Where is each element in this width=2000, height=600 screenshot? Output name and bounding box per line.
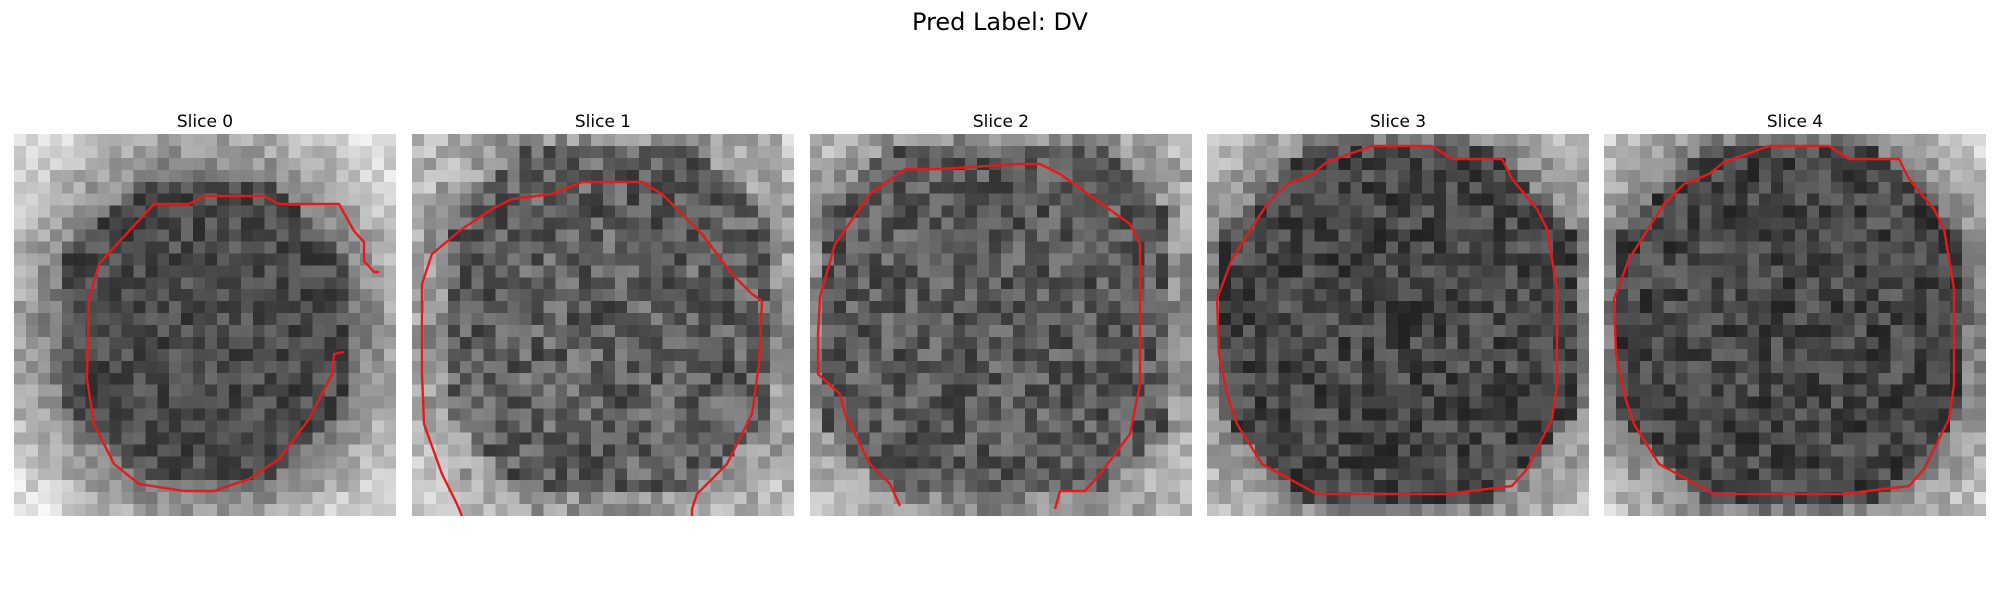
slice-panel-4: Slice 4 [1604,112,1986,516]
segmentation-contour [420,284,464,516]
segmentation-contour [1215,144,1559,496]
segmentation-contour [818,162,1142,510]
pixel-grid [1207,134,1589,516]
pixel-grid [1604,134,1986,516]
slice-panel-3: Slice 3 [1207,112,1589,516]
slice-title: Slice 3 [1369,112,1427,132]
slice-image-0 [14,134,396,516]
pixel-grid [14,134,396,516]
segmentation-contour [85,194,379,493]
slice-title: Slice 0 [176,112,234,132]
slice-title: Slice 2 [972,112,1030,132]
segmentation-contour [690,300,764,516]
segmentation-contour [420,180,763,302]
slice-panel-2: Slice 2 [810,112,1192,516]
slice-image-2 [810,134,1192,516]
figure-title: Pred Label: DV [912,8,1088,36]
slice-image-1 [412,134,794,516]
slice-image-4 [1604,134,1986,516]
slice-title: Slice 1 [574,112,632,132]
slice-image-3 [1207,134,1589,516]
slice-panel-1: Slice 1 [412,112,794,516]
slice-title: Slice 4 [1766,112,1824,132]
segmentation-contour [1612,144,1956,496]
pixel-grid [412,134,794,516]
slice-panel-0: Slice 0 [14,112,396,516]
segmentation-contour [816,296,902,507]
